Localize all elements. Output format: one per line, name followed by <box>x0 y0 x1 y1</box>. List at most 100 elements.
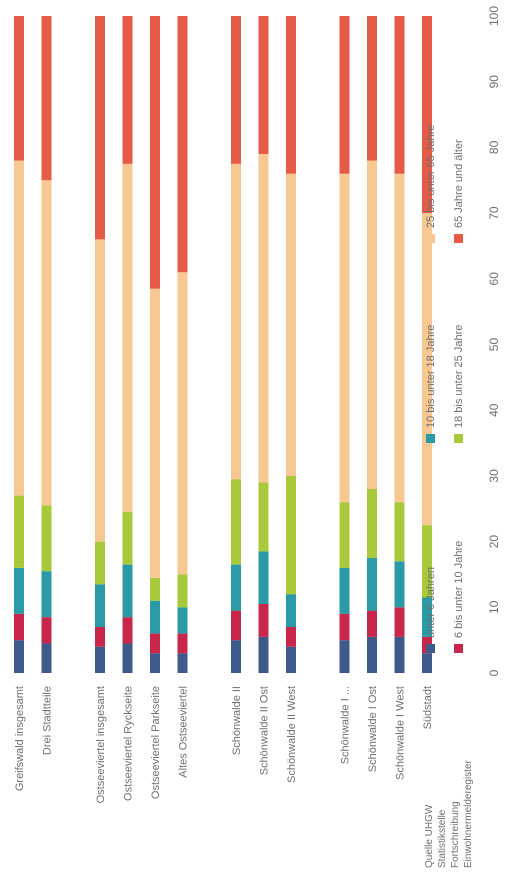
bar-segment-6 <box>14 15 24 161</box>
bar-segment-3 <box>394 561 405 608</box>
bar-segment-2 <box>258 604 269 637</box>
bar-segment-3 <box>122 564 133 618</box>
bar-segment-3 <box>286 594 296 628</box>
bar-segment-4 <box>41 505 52 572</box>
bar-segment-1 <box>177 653 188 673</box>
category-label: Ostseeviertel Ryckseite <box>123 686 135 801</box>
category-label: Ostseeviertel insgesamt <box>95 686 107 803</box>
category-label: Südstadt <box>422 686 434 729</box>
bar-segment-2 <box>367 610 377 637</box>
legend-label: 10 bis unter 18 Jahre <box>425 325 437 428</box>
bar-segment-2 <box>231 610 241 641</box>
legend-swatch <box>426 234 435 243</box>
bar-segment-2 <box>394 607 405 637</box>
category-label: Schönwalde II Ost <box>259 686 271 775</box>
bar-segment-4 <box>339 502 350 568</box>
chart-root: Greifswald insgesamt Drei Stadtteile Ostse… <box>14 6 501 868</box>
bar-segment-3 <box>422 597 432 637</box>
bar-segment-2 <box>95 627 105 647</box>
x-tick-label: 60 <box>487 272 501 286</box>
legend-label: 65 Jahre und älter <box>453 139 465 228</box>
bar-segment-5 <box>122 163 133 513</box>
bar-segment-4 <box>367 489 377 559</box>
bar-segment-6 <box>122 16 133 164</box>
bar-segment-1 <box>339 640 350 673</box>
source-note-line: Quelle UHGW <box>424 804 435 868</box>
legend-label: 25 bis unter 65 Jahre <box>425 125 437 228</box>
bar-segment-6 <box>177 15 188 273</box>
bar-segment-2 <box>150 633 160 654</box>
x-tick-label: 80 <box>487 140 501 154</box>
bar-segment-6 <box>41 16 52 181</box>
bar-segment-1 <box>122 643 133 673</box>
category-label: Altes Ostseeviertel <box>178 686 190 778</box>
legend-label: unter 6 Jahren <box>425 567 437 638</box>
x-tick-label: 100 <box>487 6 501 26</box>
bar-segment-3 <box>177 607 188 634</box>
bar-segment-6 <box>258 15 269 154</box>
category-label: Schönwalde II West <box>286 686 298 783</box>
bar-segment-1 <box>258 636 269 673</box>
bar-segment-1 <box>422 653 432 673</box>
category-label: Schönwalde I ... <box>340 686 352 764</box>
x-tick-label: 10 <box>487 600 501 614</box>
category-label: Schönwalde I Ost <box>367 686 379 772</box>
bar-segment-3 <box>339 567 350 614</box>
bar-segment-6 <box>339 16 350 174</box>
bar-segment-1 <box>41 643 52 673</box>
x-tick-label: 90 <box>487 75 501 89</box>
source-note-line: Statistikstelle <box>437 809 448 868</box>
bar-segment-3 <box>258 551 269 605</box>
bar-segment-2 <box>286 627 296 647</box>
bar-segment-5 <box>258 153 269 483</box>
bar-segment-3 <box>231 564 241 611</box>
bar-segment-2 <box>14 613 24 641</box>
bar-segment-4 <box>231 479 241 565</box>
bar-segment-6 <box>95 16 105 240</box>
bar-segment-4 <box>95 541 105 585</box>
bar-segment-5 <box>95 239 105 542</box>
bar-segment-6 <box>367 15 377 161</box>
legend-swatch <box>454 434 463 443</box>
x-tick-label: 40 <box>487 403 501 417</box>
x-tick-label: 50 <box>487 338 501 352</box>
x-tick-label: 30 <box>487 469 501 483</box>
bar-segment-1 <box>367 636 377 673</box>
bar-segment-5 <box>231 163 241 480</box>
bar-segment-4 <box>258 482 269 552</box>
x-tick-label: 0 <box>487 669 501 676</box>
category-label: Schönwalde II <box>231 686 243 755</box>
bar-segment-2 <box>41 617 52 644</box>
category-label: Schönwalde I West <box>395 686 407 780</box>
legend-swatch <box>426 644 435 653</box>
bar-segment-3 <box>41 571 52 618</box>
category-label: Greifswald insgesamt <box>14 686 26 791</box>
bar-segment-5 <box>41 180 52 506</box>
bar-segment-4 <box>422 525 432 598</box>
bar-segment-6 <box>422 15 432 214</box>
bar-segment-4 <box>14 495 24 568</box>
bar-segment-4 <box>394 502 405 562</box>
bar-segment-5 <box>339 173 350 503</box>
bar-segment-2 <box>122 617 133 644</box>
bar-segment-6 <box>150 16 160 289</box>
bar-segment-5 <box>367 160 377 490</box>
bar-segment-1 <box>286 646 296 673</box>
bar-segment-4 <box>150 577 160 601</box>
bar-segment-5 <box>150 288 160 578</box>
bar-segment-2 <box>177 633 188 654</box>
bar-segment-1 <box>231 640 241 673</box>
bar-segment-3 <box>367 558 377 611</box>
bar-segment-5 <box>177 272 188 575</box>
bar-segment-1 <box>150 653 160 673</box>
bar-segment-1 <box>14 640 24 673</box>
category-label: Ostseeviertel Parkseite <box>150 686 162 799</box>
legend-label: 6 bis unter 10 Jahre <box>453 541 465 638</box>
bar-segment-4 <box>286 475 296 595</box>
bar-segment-5 <box>286 173 296 476</box>
x-tick-label: 20 <box>487 535 501 549</box>
bar-segment-2 <box>339 613 350 641</box>
bar-segment-1 <box>394 636 405 673</box>
legend-swatch <box>454 234 463 243</box>
